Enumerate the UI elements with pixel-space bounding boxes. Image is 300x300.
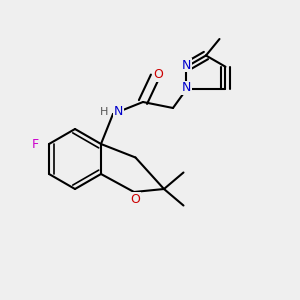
Text: O: O (130, 193, 140, 206)
Text: N: N (114, 105, 123, 118)
Text: F: F (32, 137, 39, 151)
Text: N: N (182, 59, 191, 72)
Text: O: O (154, 68, 164, 82)
Text: H: H (100, 106, 108, 117)
Text: N: N (182, 81, 191, 94)
